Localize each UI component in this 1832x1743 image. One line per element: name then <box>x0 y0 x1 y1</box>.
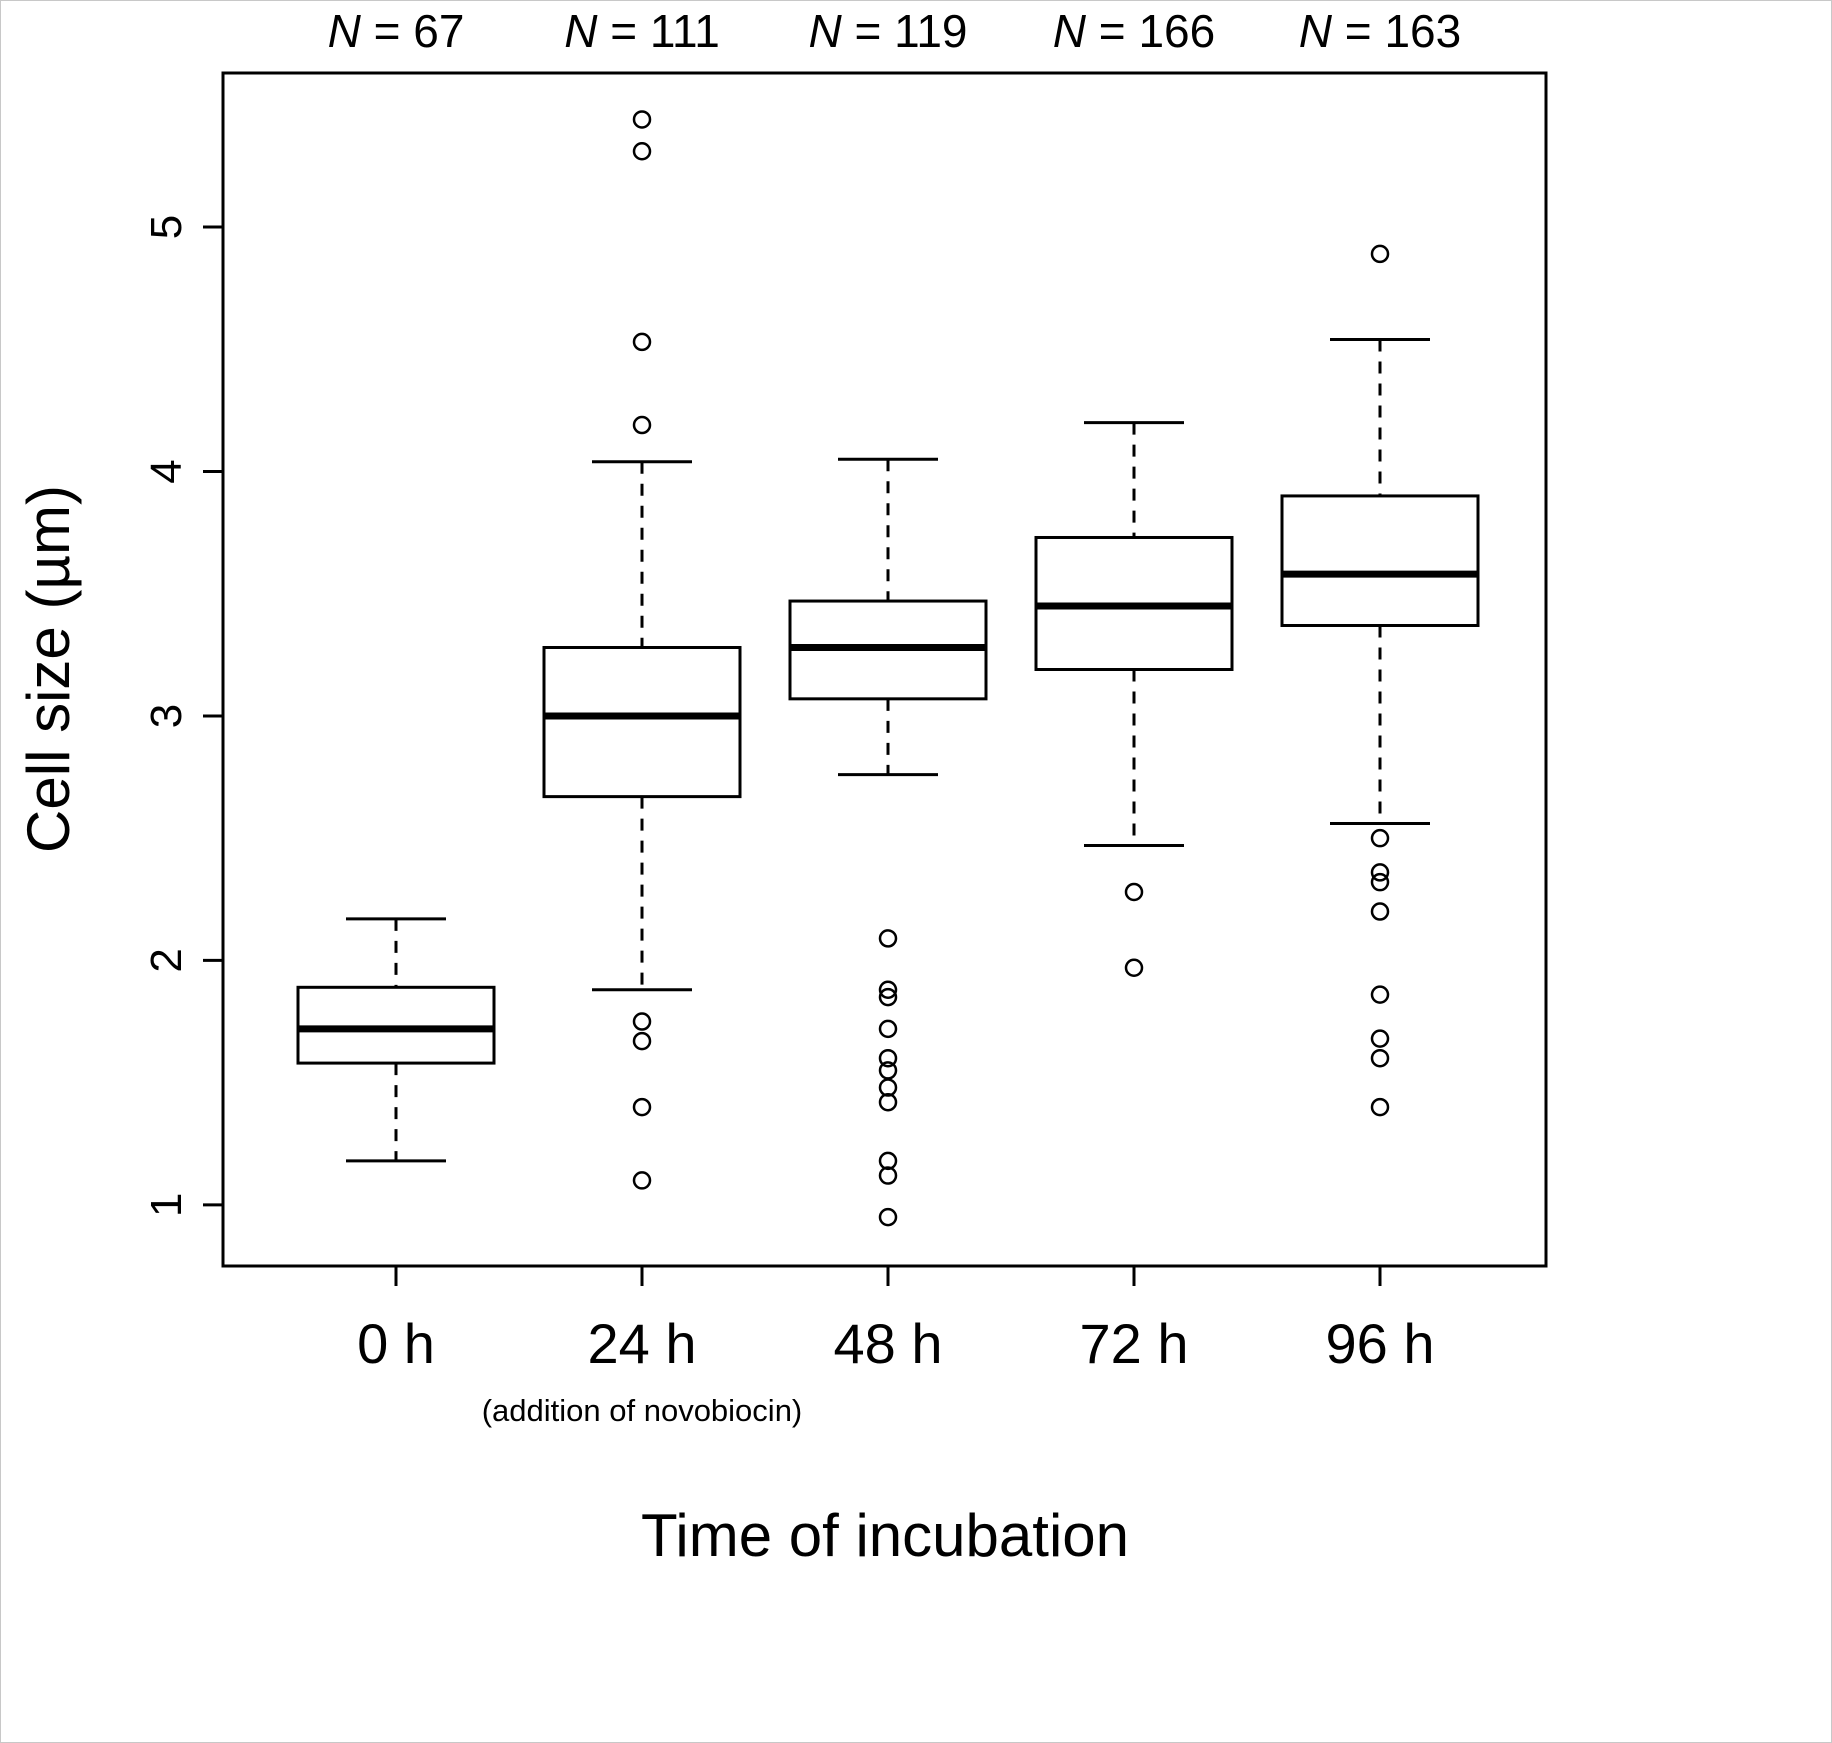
x-axis-title: Time of incubation <box>641 1502 1129 1569</box>
outlier-point <box>878 1166 898 1185</box>
x-tick-label: 72 h <box>1080 1312 1189 1375</box>
iqr-box <box>1280 494 1480 627</box>
x-tick-label: 0 h <box>357 1312 435 1375</box>
outlier-point <box>878 1151 898 1171</box>
outlier-point <box>632 1031 652 1051</box>
outlier-point <box>1370 1097 1390 1117</box>
y-tick-label: 4 <box>142 459 191 483</box>
n-count-label: N = 163 <box>1299 5 1461 57</box>
y-tick-label: 1 <box>142 1193 191 1217</box>
outlier-point <box>632 141 652 161</box>
y-axis-title: Cell size (µm) <box>15 485 82 853</box>
outlier-point <box>1370 828 1390 848</box>
outlier-point <box>1370 1048 1390 1068</box>
outlier-point <box>878 929 898 948</box>
outlier-point <box>878 1078 898 1097</box>
n-count-label: N = 119 <box>809 5 968 57</box>
outlier-point <box>1370 863 1390 882</box>
outlier-point <box>878 1061 898 1080</box>
y-tick-label: 2 <box>142 948 191 972</box>
plot-border <box>221 71 1548 1268</box>
box-group-72h <box>1034 421 1234 977</box>
outlier-point <box>632 110 652 129</box>
n-count-label: N = 67 <box>328 5 465 57</box>
x-tick-label: 24 h <box>588 1312 697 1375</box>
outlier-point <box>878 987 898 1007</box>
n-count-label: N = 111 <box>564 5 720 57</box>
iqr-box <box>542 645 742 799</box>
outlier-point <box>632 1171 652 1190</box>
y-tick-label: 5 <box>142 215 191 239</box>
outlier-point <box>1370 872 1390 892</box>
chart-dynamic-layer: 1 2 3 4 5 0 h N = 67 24 h N = 111 48 h N = 119 72 h… <box>142 5 1548 1375</box>
n-count-label: N = 166 <box>1053 5 1215 57</box>
outlier-point <box>632 332 652 352</box>
outlier-point <box>1370 902 1390 921</box>
outlier-point <box>632 415 652 435</box>
outlier-point <box>1370 244 1390 264</box>
box-group-96h <box>1280 244 1480 1117</box>
outlier-point <box>1124 882 1144 902</box>
outlier-point <box>1370 985 1390 1004</box>
outlier-point <box>632 1012 652 1031</box>
outlier-point <box>1124 958 1144 977</box>
outlier-point <box>632 1097 652 1117</box>
box-group-24h <box>542 110 742 1190</box>
outlier-point <box>1370 1029 1390 1048</box>
x-tick-label: 96 h <box>1326 1312 1435 1375</box>
outlier-point <box>878 1207 898 1227</box>
x-tick-label: 48 h <box>834 1312 943 1375</box>
iqr-box <box>296 985 496 1065</box>
y-tick-label: 3 <box>142 704 191 728</box>
outlier-point <box>878 1019 898 1039</box>
outlier-point <box>878 1048 898 1068</box>
box-group-48h <box>788 457 988 1227</box>
box-group-0h <box>296 917 496 1163</box>
outlier-point <box>878 980 898 1000</box>
x-axis-sublabel: (addition of novobiocin) <box>482 1393 803 1428</box>
outlier-point <box>878 1092 898 1112</box>
